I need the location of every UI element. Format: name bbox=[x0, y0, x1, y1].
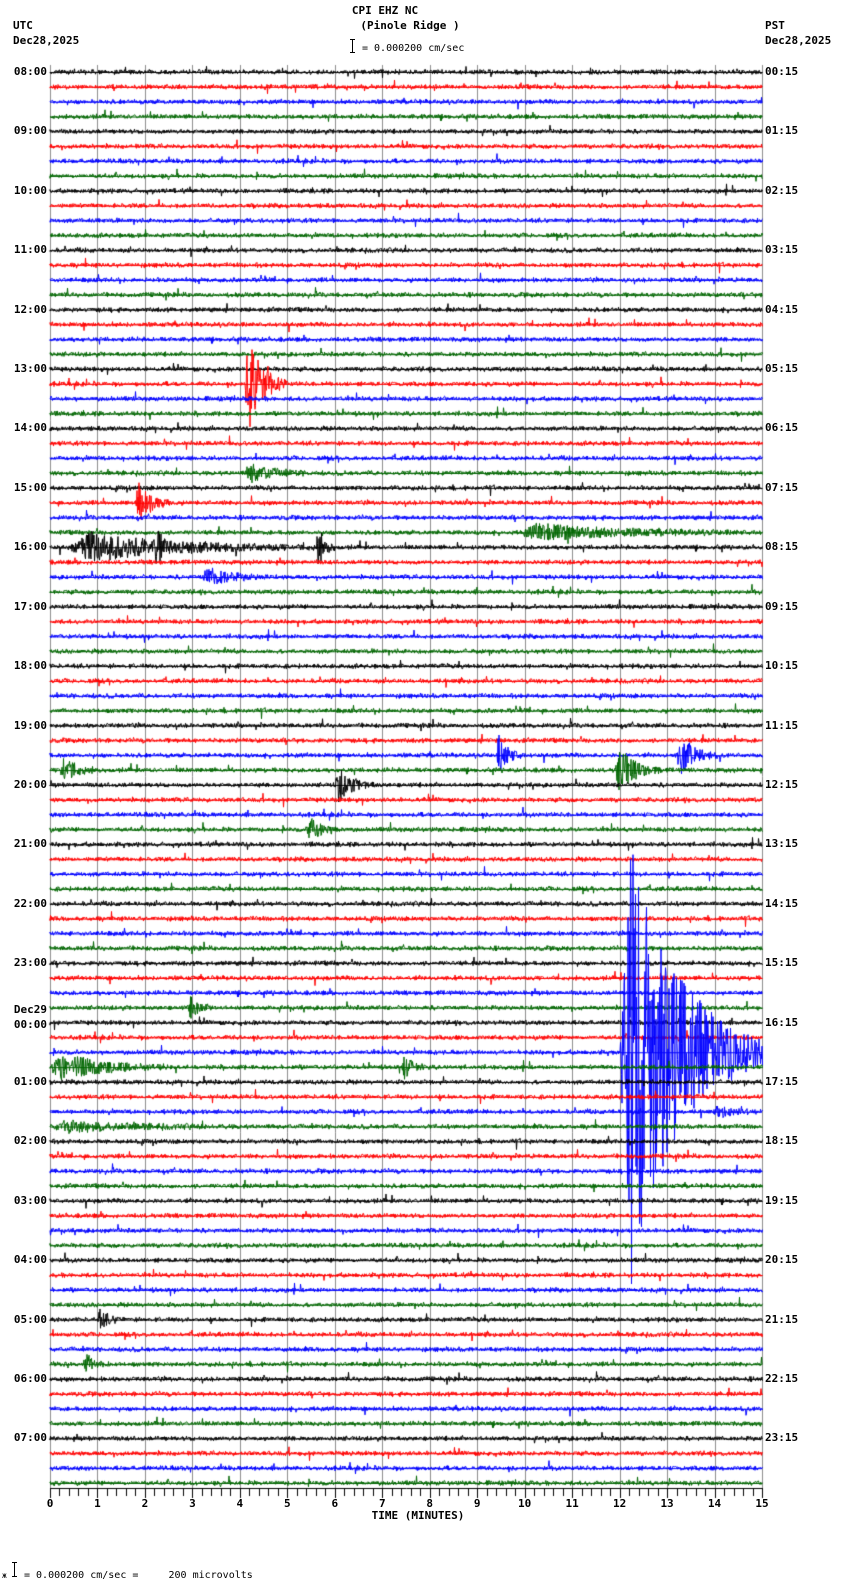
utc-hour-label: 09:00 bbox=[13, 124, 47, 138]
utc-hour-label: 01:00 bbox=[13, 1074, 47, 1088]
utc-hour-label: 14:00 bbox=[13, 421, 47, 435]
x-axis-title: TIME (MINUTES) bbox=[371, 1509, 465, 1522]
utc-hour-label: 05:00 bbox=[13, 1312, 47, 1326]
x-tick-label: 13 bbox=[660, 1497, 674, 1510]
utc-hour-label: 02:00 bbox=[13, 1134, 47, 1148]
x-tick-label: 11 bbox=[565, 1497, 579, 1510]
utc-hour-label: 11:00 bbox=[13, 243, 47, 257]
utc-hour-label: 04:00 bbox=[13, 1253, 47, 1267]
x-tick-label: 7 bbox=[378, 1497, 386, 1510]
footer-scale-text: = 0.000200 cm/sec = 200 microvolts bbox=[24, 1570, 253, 1581]
utc-hour-label: 20:00 bbox=[13, 777, 47, 791]
pst-hour-label: 09:15 bbox=[765, 599, 799, 613]
pst-hour-label: 18:15 bbox=[765, 1134, 799, 1148]
pst-hour-label: 06:15 bbox=[765, 421, 799, 435]
utc-hour-label: 18:00 bbox=[13, 659, 47, 673]
utc-hour-label: 21:00 bbox=[13, 837, 47, 851]
pst-hour-label: 11:15 bbox=[765, 718, 799, 732]
pst-hour-label: 04:15 bbox=[765, 302, 799, 316]
x-tick-label: 2 bbox=[141, 1497, 149, 1510]
pst-hour-label: 13:15 bbox=[765, 837, 799, 851]
pst-hour-label: 22:15 bbox=[765, 1372, 799, 1386]
x-tick-label: 6 bbox=[331, 1497, 339, 1510]
pst-hour-label: 23:15 bbox=[765, 1431, 799, 1445]
pst-hour-label: 08:15 bbox=[765, 540, 799, 554]
footer-prefix: ж bbox=[2, 1571, 7, 1580]
footer-scale-bar-icon bbox=[12, 1562, 20, 1577]
utc-hour-label: Dec29 00:00 bbox=[13, 1002, 47, 1031]
x-tick-label: 4 bbox=[236, 1497, 244, 1510]
x-tick-label: 1 bbox=[94, 1497, 101, 1510]
pst-hour-label: 20:15 bbox=[765, 1253, 799, 1267]
utc-hour-label: 08:00 bbox=[13, 65, 47, 78]
pst-hour-label: 03:15 bbox=[765, 243, 799, 257]
pst-hour-label: 07:15 bbox=[765, 480, 799, 494]
pst-hour-label: 02:15 bbox=[765, 183, 799, 197]
pst-hour-label: 12:15 bbox=[765, 777, 799, 791]
pst-hour-label: 00:15 bbox=[765, 65, 799, 78]
pst-hour-label: 21:15 bbox=[765, 1312, 799, 1326]
utc-hour-label: 22:00 bbox=[13, 896, 47, 910]
utc-hour-label: 12:00 bbox=[13, 302, 47, 316]
utc-hour-label: 06:00 bbox=[13, 1372, 47, 1386]
utc-hour-label: 23:00 bbox=[13, 956, 47, 970]
utc-hour-label: 13:00 bbox=[13, 362, 47, 376]
utc-hour-label: 10:00 bbox=[13, 183, 47, 197]
x-tick-label: 8 bbox=[426, 1497, 434, 1510]
utc-hour-label: 15:00 bbox=[13, 480, 47, 494]
pst-hour-label: 17:15 bbox=[765, 1074, 799, 1088]
pst-hour-label: 15:15 bbox=[765, 956, 799, 970]
x-tick-label: 15 bbox=[755, 1497, 769, 1510]
utc-hour-label: 19:00 bbox=[13, 718, 47, 732]
pst-hour-label: 10:15 bbox=[765, 659, 799, 673]
pst-hour-label: 14:15 bbox=[765, 896, 799, 910]
x-tick-label: 10 bbox=[518, 1497, 532, 1510]
pst-hour-label: 01:15 bbox=[765, 124, 799, 138]
x-tick-label: 9 bbox=[473, 1497, 481, 1510]
x-tick-label: 14 bbox=[707, 1497, 722, 1510]
x-tick-label: 3 bbox=[189, 1497, 196, 1510]
pst-hour-label: 16:15 bbox=[765, 1015, 799, 1029]
x-tick-label: 5 bbox=[284, 1497, 291, 1510]
pst-hour-label: 19:15 bbox=[765, 1193, 799, 1207]
x-tick-label: 0 bbox=[46, 1497, 54, 1510]
utc-hour-label: 16:00 bbox=[13, 540, 47, 554]
x-tick-label: 12 bbox=[612, 1497, 627, 1510]
pst-hour-label: 05:15 bbox=[765, 362, 799, 376]
utc-hour-label: 07:00 bbox=[13, 1431, 47, 1445]
utc-hour-label: 03:00 bbox=[13, 1193, 47, 1207]
utc-hour-label: 17:00 bbox=[13, 599, 47, 613]
